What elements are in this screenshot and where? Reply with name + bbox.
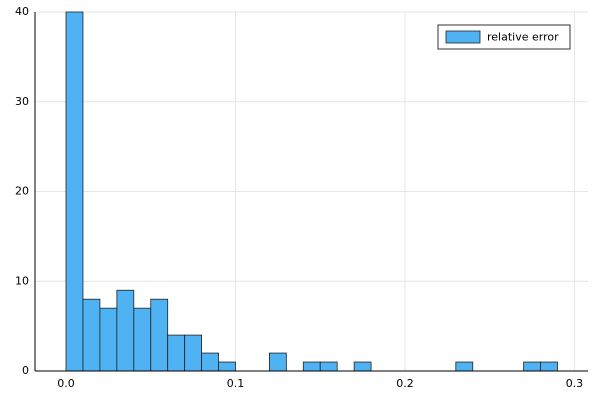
- bar: [353, 361, 372, 372]
- bar: [184, 334, 202, 372]
- bar: [218, 361, 236, 372]
- bar: [150, 298, 169, 372]
- bar: [455, 361, 474, 372]
- y-tick-label: 40: [15, 5, 29, 18]
- x-tick-label: 0.1: [227, 377, 245, 390]
- x-tick-label: 0.2: [396, 377, 414, 390]
- bar: [65, 11, 84, 372]
- x-tick-label: 0.0: [57, 377, 75, 390]
- bar: [540, 361, 558, 372]
- bar: [302, 361, 321, 372]
- bar: [268, 352, 287, 372]
- legend: relative error: [437, 24, 571, 50]
- legend-label: relative error: [487, 31, 559, 44]
- bar: [82, 298, 101, 372]
- y-tick-label: 10: [15, 274, 29, 287]
- bar: [133, 307, 152, 372]
- bar: [319, 361, 338, 372]
- y-tick-label: 0: [22, 364, 29, 377]
- bar: [99, 307, 118, 372]
- y-tick-label: 30: [15, 95, 29, 108]
- bar: [523, 361, 541, 372]
- bar: [167, 334, 186, 372]
- y-tick-label: 20: [15, 185, 29, 198]
- bar: [201, 352, 219, 372]
- legend-swatch: [445, 30, 481, 44]
- bar: [116, 289, 135, 372]
- x-tick-label: 0.3: [566, 377, 584, 390]
